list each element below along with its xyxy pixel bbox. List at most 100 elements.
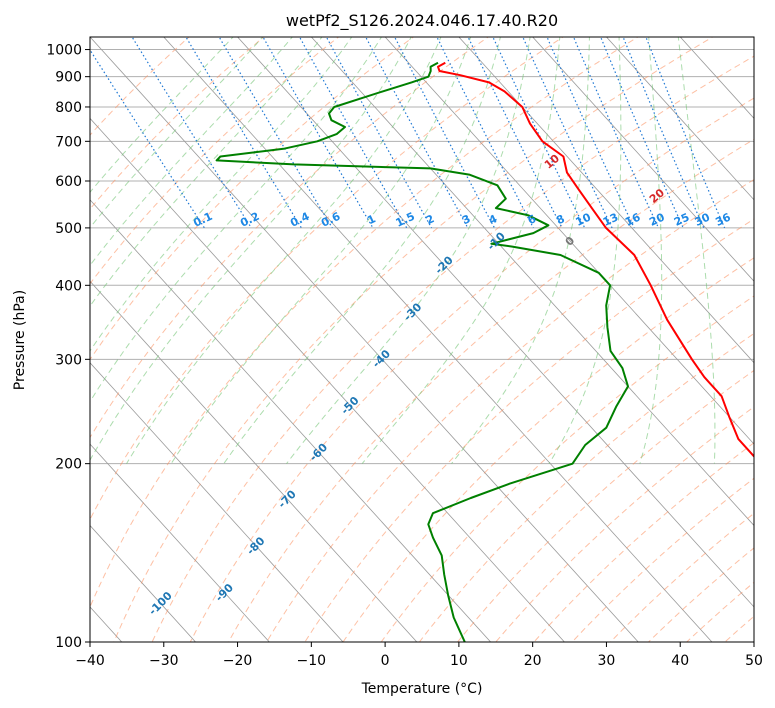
x-tick-label: −10 — [297, 653, 327, 669]
isotherm-line — [458, 37, 754, 364]
moist-adiabat-line — [90, 37, 383, 403]
isotherm-line — [532, 37, 754, 282]
moist-adiabat-line — [286, 37, 531, 465]
x-axis-label: Temperature (°C) — [361, 681, 483, 697]
dry-adiabat-line — [90, 37, 490, 439]
y-tick-label: 100 — [55, 635, 82, 651]
dry-adiabat-label: 20 — [647, 186, 667, 206]
dry-adiabat-line — [90, 37, 415, 361]
isotherm-line — [237, 37, 754, 608]
dry-adiabat-line — [342, 257, 754, 642]
y-axis-label: Pressure (hPa) — [12, 290, 28, 390]
moist-adiabat-line — [90, 37, 353, 352]
x-tick-label: 30 — [598, 653, 616, 669]
mixing-ratio-line — [218, 37, 333, 229]
isotherm-label: -10 — [485, 229, 508, 252]
x-tick-label: −20 — [223, 653, 253, 669]
y-tick-label: 900 — [55, 70, 82, 86]
dry-adiabat-line — [151, 55, 754, 642]
isotherm-label: -90 — [213, 581, 236, 604]
dry-adiabat-line — [266, 178, 754, 642]
isotherm-label: -40 — [370, 347, 393, 370]
moist-adiabat-line — [639, 37, 663, 464]
mixing-ratio-line — [622, 37, 705, 229]
y-tick-label: 300 — [55, 352, 82, 368]
mixing-ratio-label: 30 — [693, 210, 713, 228]
dry-adiabat-line — [227, 138, 754, 642]
isotherm-label: -30 — [401, 300, 424, 323]
mixing-ratio-line — [90, 48, 205, 229]
mixing-ratio-line — [645, 37, 726, 229]
mixing-ratio-line — [298, 37, 408, 229]
line-labels-layer: 0.1 0.2 0.4 0.6 1 1.5 2 3 4 6 8 10 13 16 20 25 30 36-100-… — [146, 152, 775, 618]
isotherm-label: -70 — [276, 487, 299, 510]
isotherm-line — [310, 37, 754, 527]
x-tick-label: 10 — [450, 653, 468, 669]
dry-adiabat-line — [304, 218, 754, 642]
mixing-ratio-label: 4 — [487, 212, 500, 227]
mixing-ratio-line — [599, 37, 684, 229]
auxiliary-lines-layer — [90, 37, 754, 642]
mixing-ratio-label: 0.1 — [191, 210, 214, 230]
mixing-ratio-line — [436, 37, 534, 229]
isotherm-line — [90, 524, 197, 642]
dry-adiabat-label: 30 — [757, 226, 775, 246]
isotherm-line — [605, 37, 754, 201]
moist-adiabat-line — [170, 37, 472, 464]
dry-adiabat-line — [418, 332, 754, 642]
isotherm-label: -80 — [244, 534, 267, 557]
dewpoint-profile-line — [215, 61, 629, 642]
mixing-ratio-line — [522, 37, 613, 229]
mixing-ratio-label: 10 — [574, 210, 594, 228]
moist-adiabat-line — [361, 37, 561, 465]
dry-adiabat-line — [90, 37, 340, 285]
x-tick-label: −30 — [149, 653, 179, 669]
isotherm-line — [90, 37, 639, 642]
series-layer — [215, 61, 754, 642]
isotherm-label: -50 — [338, 394, 361, 417]
isotherm-line — [90, 117, 565, 642]
dry-adiabat-line — [90, 37, 190, 136]
isotherm-line — [753, 37, 754, 38]
x-tick-label: 20 — [524, 653, 542, 669]
grid-layer — [0, 25, 754, 669]
dry-adiabat-line — [380, 295, 754, 642]
dry-adiabat-line — [724, 615, 754, 642]
dry-adiabat-line — [90, 37, 565, 521]
mixing-ratio-label: 2 — [424, 212, 436, 227]
mixing-ratio-line — [185, 37, 302, 229]
moist-adiabat-line — [223, 37, 501, 464]
x-tick-label: 40 — [671, 653, 689, 669]
mixing-ratio-line — [393, 37, 496, 229]
mixing-ratio-line — [467, 37, 563, 229]
x-tick-label: −40 — [75, 653, 105, 669]
isotherm-line — [90, 443, 270, 642]
temperature-profile-line — [437, 61, 754, 458]
moist-adiabat-line — [126, 37, 442, 464]
mixing-ratio-label: 16 — [623, 210, 643, 228]
y-tick-label: 500 — [55, 221, 82, 237]
y-tick-label: 600 — [55, 174, 82, 190]
isotherm-line — [384, 37, 754, 445]
dry-adiabat-line — [189, 97, 754, 642]
moist-adiabat-line — [90, 37, 293, 267]
y-tick-label: 200 — [55, 457, 82, 473]
dry-adiabat-line — [571, 477, 754, 642]
isotherm-line — [90, 199, 492, 642]
y-tick-label: 800 — [55, 100, 82, 116]
plot-frame — [89, 36, 755, 643]
dry-adiabat-line — [90, 37, 639, 609]
dry-adiabat-line — [456, 369, 754, 642]
mixing-ratio-label: 36 — [713, 210, 733, 228]
dry-adiabat-line — [495, 406, 754, 642]
moist-adiabat-line — [548, 37, 622, 464]
isotherm-line — [0, 25, 73, 669]
x-tick-label: 0 — [381, 653, 390, 669]
mixing-ratio-label: 0.4 — [288, 210, 311, 230]
y-tick-label: 400 — [55, 278, 82, 294]
mixing-ratio-label: 1 — [365, 212, 377, 227]
mixing-ratio-label: 13 — [601, 211, 620, 229]
y-tick-label: 700 — [55, 134, 82, 150]
